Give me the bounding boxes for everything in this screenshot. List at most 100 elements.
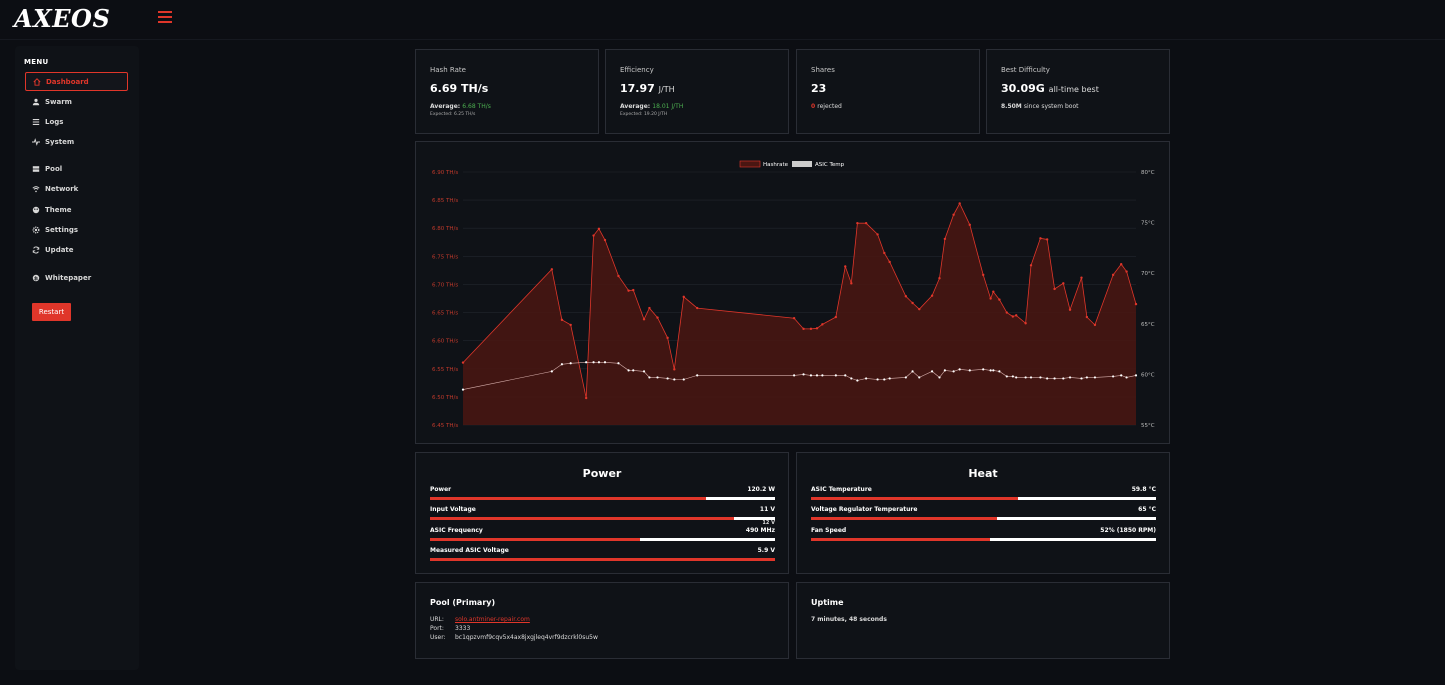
sidebar-item-label: Swarm	[45, 97, 72, 106]
hashrate-point	[968, 223, 971, 227]
sidebar-item-label: Update	[45, 245, 74, 254]
metric-label: Voltage Regulator Temperature	[811, 506, 918, 513]
hamburger-menu-icon[interactable]	[158, 11, 172, 23]
asic-temp-point	[998, 370, 1001, 373]
asic-temp-point	[550, 370, 553, 373]
progress-bar	[430, 497, 775, 500]
hashrate-point	[1093, 323, 1097, 327]
asic-temp-point	[865, 377, 868, 380]
y-tick-label-left: 6.85 TH/s	[432, 198, 458, 204]
asic-temp-point	[815, 374, 819, 377]
asic-temp-point	[888, 377, 891, 380]
hashrate-point	[844, 265, 847, 268]
sidebar-item-pool[interactable]: Pool	[25, 159, 128, 178]
hashrate-point	[1024, 322, 1027, 325]
sidebar-item-whitepaper[interactable]: ₿ Whitepaper	[25, 268, 128, 287]
asic-temp-point	[642, 370, 646, 373]
uptime-title: Uptime	[811, 598, 844, 607]
asic-temp-point	[1120, 374, 1123, 377]
hashrate-point	[597, 227, 601, 230]
panel-title: Heat	[968, 467, 998, 480]
uptime-card: Uptime 7 minutes, 48 seconds	[796, 582, 1170, 659]
hashrate-point	[850, 282, 853, 285]
hashrate-point	[930, 294, 934, 297]
asic-temp-point	[696, 374, 699, 377]
metric-label: Measured ASIC Voltage	[430, 547, 509, 554]
asic-temp-point	[656, 376, 659, 379]
pool-url-link[interactable]: solo.antminer-repair.com	[455, 616, 530, 623]
menu-title: MENU	[24, 58, 49, 66]
sidebar-item-logs[interactable]: Logs	[25, 112, 128, 131]
asic-temp-point	[592, 361, 595, 364]
hashrate-point	[560, 318, 564, 322]
hashrate-point	[627, 289, 630, 292]
sidebar-item-dashboard[interactable]: Dashboard	[25, 72, 128, 91]
y-tick-label-right: 65°C	[1141, 322, 1155, 328]
swarm-icon	[32, 98, 40, 105]
hashrate-point	[642, 318, 646, 321]
sidebar-item-label: Whitepaper	[45, 273, 92, 282]
hashrate-point	[1005, 311, 1008, 314]
sidebar-item-swarm[interactable]: Swarm	[25, 92, 128, 111]
gear-icon	[32, 226, 40, 233]
best-difficulty-card: Best Difficulty 30.09G all-time best 8.5…	[986, 49, 1170, 134]
sidebar-item-settings[interactable]: Settings	[25, 220, 128, 239]
stat-value: 17.97 J/TH	[620, 82, 675, 95]
legend-swatch-asic-temp	[792, 161, 812, 167]
sidebar-item-label: Logs	[45, 117, 64, 126]
sidebar-item-label: Theme	[45, 205, 72, 214]
sidebar-item-theme[interactable]: Theme	[25, 200, 128, 219]
asic-temp-point	[992, 369, 995, 372]
asic-temp-point	[603, 361, 607, 364]
stat-rejected: 0 rejected	[811, 103, 842, 110]
pulse-icon	[32, 137, 40, 146]
asic-temp-point	[952, 370, 955, 373]
power-metric: Power 120.2 W	[430, 486, 775, 500]
metric-label: Input Voltage	[430, 506, 476, 513]
asic-temp-point	[1134, 374, 1138, 377]
stat-label: Hash Rate	[430, 66, 466, 74]
asic-temp-point	[1085, 376, 1088, 379]
restart-button[interactable]: Restart	[32, 303, 71, 321]
y-tick-label-left: 6.90 TH/s	[432, 170, 458, 176]
stat-value: 23	[811, 82, 827, 95]
pool-url-row: URL: solo.antminer-repair.com	[430, 616, 530, 623]
hashrate-point	[992, 290, 995, 293]
hashrate-point	[666, 336, 669, 340]
asic-temp-point	[982, 368, 985, 371]
sidebar-item-network[interactable]: Network	[25, 179, 128, 198]
hashrate-point	[592, 234, 595, 237]
metric-value: 65 °C	[1138, 506, 1156, 513]
svg-text:₿: ₿	[34, 274, 38, 281]
progress-bar	[430, 538, 775, 541]
asic-temp-point	[1024, 376, 1027, 379]
input-voltage-metric: Input Voltage 11 V 12 V	[430, 506, 775, 526]
hashrate-point	[938, 277, 941, 280]
hashrate-point	[1134, 302, 1138, 306]
hashrate-point	[856, 221, 859, 225]
asic-temp-point	[1112, 375, 1115, 378]
sidebar-item-label: Settings	[45, 225, 79, 234]
asic-temp-point	[850, 377, 853, 380]
hashrate-point	[809, 327, 813, 331]
asic-temp-point	[968, 369, 971, 372]
y-tick-label-right: 60°C	[1141, 372, 1155, 378]
sidebar-item-system[interactable]: System	[25, 132, 128, 151]
stat-label: Best Difficulty	[1001, 66, 1050, 74]
asic-temp-point	[904, 376, 907, 379]
metric-value: 11 V	[759, 506, 775, 513]
y-tick-label-left: 6.80 TH/s	[432, 226, 458, 232]
asic-temp-point	[1039, 376, 1042, 379]
bitcoin-icon: ₿	[32, 274, 40, 281]
hashrate-point	[834, 315, 838, 319]
fan-speed-metric: Fan Speed 52% (1850 RPM)	[811, 527, 1156, 541]
asic-temp-point	[632, 369, 635, 372]
sidebar-item-update[interactable]: Update	[25, 240, 128, 259]
hashrate-point	[696, 306, 699, 310]
asic-temp-point	[943, 369, 946, 372]
app-logo[interactable]: AXEOS	[14, 4, 111, 33]
hashrate-chart: 6.90 TH/s 6.85 TH/s 6.80 TH/s 6.75 TH/s 6.70…	[432, 160, 1155, 429]
hashrate-point	[1029, 264, 1033, 267]
y-tick-label-left: 6.75 TH/s	[432, 254, 458, 260]
asic-temp-point	[1062, 377, 1065, 380]
